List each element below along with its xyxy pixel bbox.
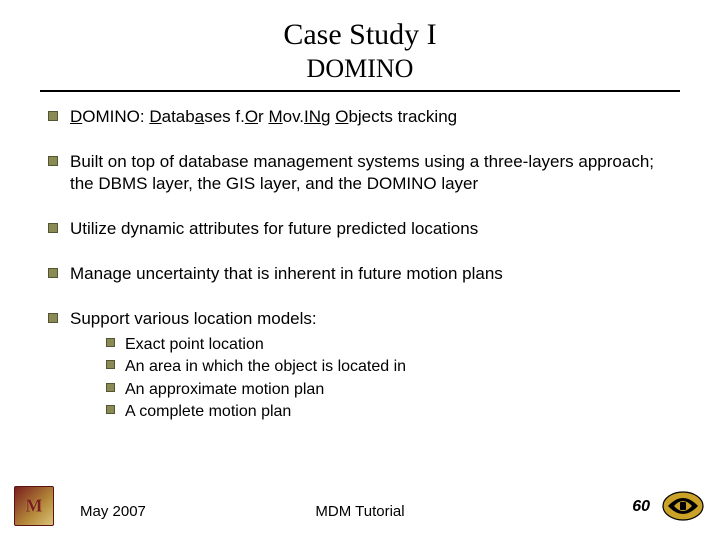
square-bullet-icon: [48, 313, 58, 323]
sub-bullet-item: A complete motion plan: [106, 401, 680, 423]
square-bullet-icon: [48, 156, 58, 166]
slide: Case Study I DOMINO DOMINO: Databases f.…: [0, 0, 720, 540]
bullet-item: Utilize dynamic attributes for future pr…: [48, 218, 680, 239]
sub-bullet-text: An approximate motion plan: [125, 379, 324, 401]
title-rule: [40, 90, 680, 92]
sub-bullet-text: An area in which the object is located i…: [125, 356, 406, 378]
sub-bullet-item: An approximate motion plan: [106, 379, 680, 401]
bullet-text: Utilize dynamic attributes for future pr…: [70, 218, 478, 239]
bullet-text: DOMINO: Databases f.Or Mov.INg Objects t…: [70, 106, 457, 127]
content-area: DOMINO: Databases f.Or Mov.INg Objects t…: [40, 106, 680, 423]
sub-bullet-item: Exact point location: [106, 334, 680, 356]
bullet-item: Built on top of database management syst…: [48, 151, 680, 194]
square-bullet-icon: [106, 338, 115, 347]
square-bullet-icon: [48, 111, 58, 121]
sub-bullet-text: A complete motion plan: [125, 401, 291, 423]
sub-bullet-text: Exact point location: [125, 334, 264, 356]
bullet-item: DOMINO: Databases f.Or Mov.INg Objects t…: [48, 106, 680, 127]
bullet-item: Support various location models:: [48, 308, 680, 329]
sub-bullet-item: An area in which the object is located i…: [106, 356, 680, 378]
square-bullet-icon: [106, 405, 115, 414]
slide-title: Case Study I: [40, 18, 680, 52]
purdue-logo-icon: [660, 486, 706, 526]
bullet-text: Manage uncertainty that is inherent in f…: [70, 263, 503, 284]
page-number: 60: [632, 498, 650, 516]
minnesota-logo-icon: [14, 486, 54, 526]
bullet-text: Built on top of database management syst…: [70, 151, 680, 194]
square-bullet-icon: [48, 223, 58, 233]
square-bullet-icon: [106, 360, 115, 369]
footer-center: MDM Tutorial: [315, 503, 404, 520]
footer: May 2007 MDM Tutorial 60: [0, 486, 720, 526]
slide-subtitle: DOMINO: [40, 54, 680, 84]
footer-date: May 2007: [80, 503, 146, 520]
bullet-text: Support various location models:: [70, 308, 317, 329]
square-bullet-icon: [106, 383, 115, 392]
bullet-item: Manage uncertainty that is inherent in f…: [48, 263, 680, 284]
sub-bullet-list: Exact point location An area in which th…: [48, 334, 680, 423]
square-bullet-icon: [48, 268, 58, 278]
